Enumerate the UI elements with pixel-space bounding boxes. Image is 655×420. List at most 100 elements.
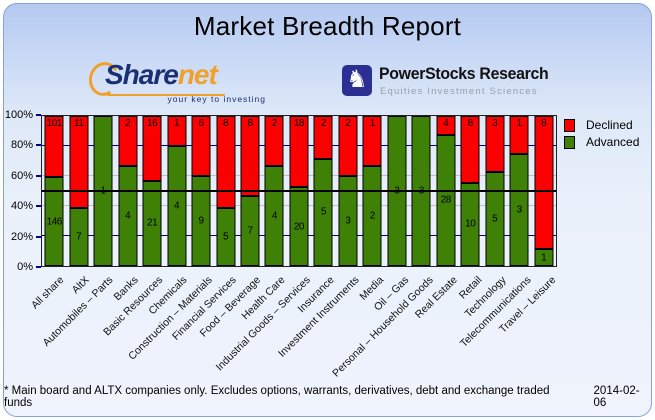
declined-segment [118,116,138,166]
footnote-text: * Main board and ALTX companies only. Ex… [4,385,550,409]
declined-segment [191,116,211,176]
advanced-segment [289,187,309,266]
y-tick-label-80: 80% [10,139,33,152]
advanced-count-label: 146 [46,216,63,228]
y-tick-label-40: 40% [10,200,33,213]
declined-segment [264,116,284,166]
report-date: 2014-02-06 [593,385,640,409]
declined-segment [289,116,309,188]
x-axis-label-11: Insurance [295,274,338,316]
advanced-segment [167,146,187,266]
bar-slot: 18 20 [287,116,311,266]
y-tick-mark-40 [36,205,41,208]
advanced-count-label: 5 [320,206,327,218]
stacked-bar-1: 11 7 [69,116,89,266]
advanced-segment [509,153,529,266]
declined-count-label: 2 [345,118,351,129]
bar-slot: 8 10 [458,116,482,266]
declined-segment [338,116,358,176]
declined-segment [362,116,382,166]
declined-count-label: 11 [74,118,84,129]
advanced-count-label: 21 [147,217,158,229]
bar-slot: 11 7 [66,116,90,266]
advanced-segment [534,249,554,266]
advanced-count-label: 7 [247,225,253,237]
stacked-bar-17: 8 10 [460,116,480,266]
declined-segment [534,116,554,250]
x-axis-label-13: Media [357,274,387,303]
footnote-bar: * Main board and ALTX companies only. Ex… [4,385,651,409]
advanced-segment [191,176,211,266]
legend-item-advanced: Advanced [564,135,639,149]
advanced-count-label: 9 [198,215,205,227]
x-axis-label-17: Retail [457,274,485,302]
advanced-segment [142,180,162,266]
advanced-count-label: 20 [293,221,305,233]
y-tick-mark-100 [36,114,41,116]
declined-count-label: 1 [369,118,376,129]
y-tick-label-60: 60% [10,169,33,182]
x-axis-label-8: Food – Beverage [197,274,264,340]
stacked-bar-10: 18 20 [289,116,309,266]
declined-segment [313,116,333,159]
x-axis-label-20: Travel – Leisure [496,274,559,336]
advanced-count-label: 5 [222,231,229,243]
powerstocks-subtitle: Equities Investment Sciences [380,86,538,97]
knight-icon: ♞ [342,65,372,96]
y-tick-mark-0 [36,266,41,268]
advanced-count-label: 4 [174,200,180,212]
advanced-count-label: 3 [516,204,523,216]
stacked-bar-16: 4 28 [436,116,456,266]
sharenet-wordmark: Sharenet [105,59,218,91]
stacked-bar-4: 16 21 [142,116,162,266]
declined-segment [436,116,456,135]
advanced-segment [485,172,505,266]
bar-slot: 16 21 [140,116,164,266]
sharenet-wordmark-net: net [177,59,218,90]
declined-segment [44,116,64,178]
advanced-count-label: 28 [440,194,452,206]
advanced-segment [216,208,236,266]
x-axis-label-5: Chemicals [146,274,190,318]
declined-count-label: 2 [320,118,327,129]
x-axis-label-6: Construction – Materials [125,274,215,363]
x-axis-label-0: All share [29,274,67,312]
sharenet-wordmark-share: Share [105,59,179,90]
powerstocks-title: PowerStocks Research [379,65,549,83]
declined-swatch-icon [564,118,575,132]
bar-slot: 4 28 [434,116,458,266]
advanced-segment [338,176,358,266]
declined-count-label: 8 [222,118,229,129]
x-axis-label-2: Automobiles – Parts [40,274,116,349]
y-axis: 0% 20% 40% 60% 80% 100% [4,109,41,273]
advanced-count-label: 1 [541,252,547,264]
declined-count-label: 1 [516,118,523,129]
declined-count-label: 4 [443,118,449,129]
advanced-segment [44,177,64,266]
advanced-segment [460,182,480,266]
legend-item-declined: Declined [564,118,639,132]
sharenet-logo: Sharenet your key to investing [85,57,274,105]
advanced-count-label: 4 [125,210,131,222]
y-tick-label-100: 100% [4,109,33,121]
advanced-count-label: 10 [465,218,476,230]
x-axis-label-3: Banks [111,274,141,304]
x-axis-label-18: Technology [463,274,510,321]
legend-label-advanced: Advanced [586,135,640,149]
advanced-count-label: 4 [271,210,278,222]
advanced-count-label: 7 [76,231,82,243]
declined-count-label: 16 [147,118,158,129]
x-axis-label-12: Investment Instruments [275,274,362,360]
